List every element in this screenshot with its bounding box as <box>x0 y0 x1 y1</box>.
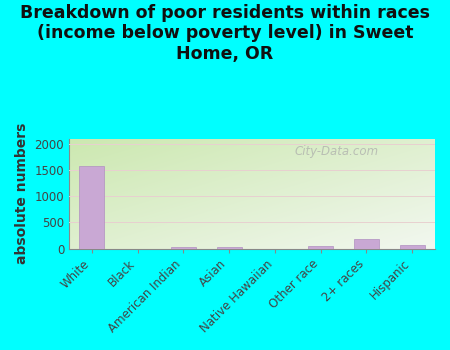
Bar <box>354 239 379 248</box>
Bar <box>171 247 196 248</box>
Bar <box>308 246 333 248</box>
Text: Breakdown of poor residents within races
(income below poverty level) in Sweet
H: Breakdown of poor residents within races… <box>20 4 430 63</box>
Text: City-Data.com: City-Data.com <box>294 145 378 158</box>
Bar <box>400 245 425 248</box>
Bar <box>216 247 242 248</box>
Y-axis label: absolute numbers: absolute numbers <box>15 123 29 264</box>
Bar <box>79 166 104 248</box>
